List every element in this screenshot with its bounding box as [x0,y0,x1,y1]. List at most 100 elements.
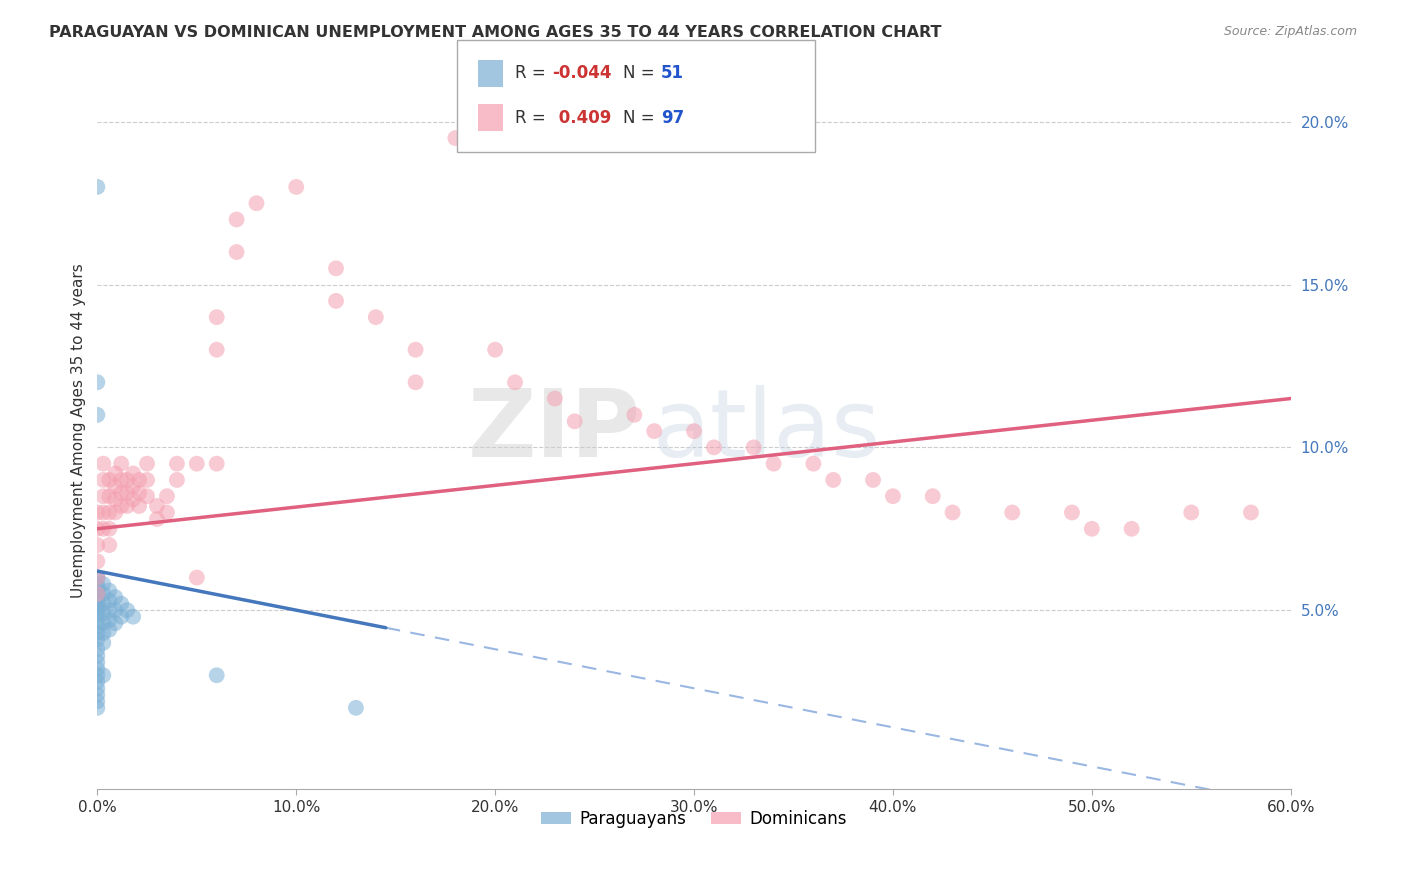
Point [122,609,145,624]
Point [186,457,208,471]
Text: R =: R = [515,64,551,82]
Point [325,261,347,276]
Point [91,473,114,487]
Point [86,607,108,621]
Point [86,522,108,536]
Point [205,343,228,357]
Point [86,668,108,682]
Point [91,506,114,520]
Text: N =: N = [623,64,659,82]
Point [98,623,121,637]
Point [136,489,159,503]
Point [823,473,845,487]
Point [1240,506,1263,520]
Point [98,613,121,627]
Point [86,674,108,689]
Point [104,492,127,507]
Point [104,590,127,604]
Point [205,668,228,682]
Point [146,512,169,526]
Point [86,599,108,614]
Point [86,583,108,598]
Y-axis label: Unemployment Among Ages 35 to 44 years: Unemployment Among Ages 35 to 44 years [72,264,86,599]
Point [86,580,108,594]
Point [1060,506,1083,520]
Point [444,131,467,145]
Legend: Paraguayans, Dominicans: Paraguayans, Dominicans [534,804,853,835]
Point [762,457,785,471]
Point [623,408,645,422]
Point [503,376,526,390]
Text: 51: 51 [661,64,683,82]
Text: atlas: atlas [652,385,880,477]
Point [115,499,138,513]
Point [98,583,121,598]
Point [86,662,108,676]
Point [91,489,114,503]
Point [86,597,108,611]
Point [882,489,904,503]
Point [136,457,159,471]
Point [86,571,108,585]
Point [91,577,114,591]
Point [643,424,665,438]
Point [86,632,108,647]
Point [98,506,121,520]
Point [86,681,108,696]
Point [128,473,150,487]
Point [921,489,943,503]
Point [110,609,132,624]
Point [1180,506,1202,520]
Point [325,293,347,308]
Point [104,506,127,520]
Point [128,499,150,513]
Text: 0.409: 0.409 [553,109,612,127]
Point [110,499,132,513]
Point [115,473,138,487]
Point [156,489,179,503]
Point [86,694,108,708]
Point [91,616,114,631]
Point [166,457,188,471]
Point [86,603,108,617]
Point [86,648,108,663]
Point [146,499,169,513]
Text: -0.044: -0.044 [553,64,612,82]
Point [544,392,567,406]
Point [86,408,108,422]
Text: 97: 97 [661,109,685,127]
Point [1081,522,1104,536]
Point [86,577,108,591]
Point [225,245,247,260]
Point [86,376,108,390]
Point [91,522,114,536]
Point [742,441,765,455]
Point [98,603,121,617]
Point [205,310,228,325]
Point [104,603,127,617]
Point [91,587,114,601]
Text: ZIP: ZIP [467,385,640,477]
Point [156,506,179,520]
Point [344,701,367,715]
Point [86,506,108,520]
Point [205,457,228,471]
Point [225,212,247,227]
Point [98,489,121,503]
Point [98,538,121,552]
Point [98,473,121,487]
Point [86,587,108,601]
Point [104,616,127,631]
Point [86,642,108,657]
Point [703,441,725,455]
Text: R =: R = [515,109,551,127]
Point [98,593,121,607]
Point [91,607,114,621]
Point [245,196,267,211]
Point [862,473,884,487]
Point [86,587,108,601]
Point [683,424,706,438]
Point [405,376,427,390]
Point [86,554,108,568]
Point [86,655,108,669]
